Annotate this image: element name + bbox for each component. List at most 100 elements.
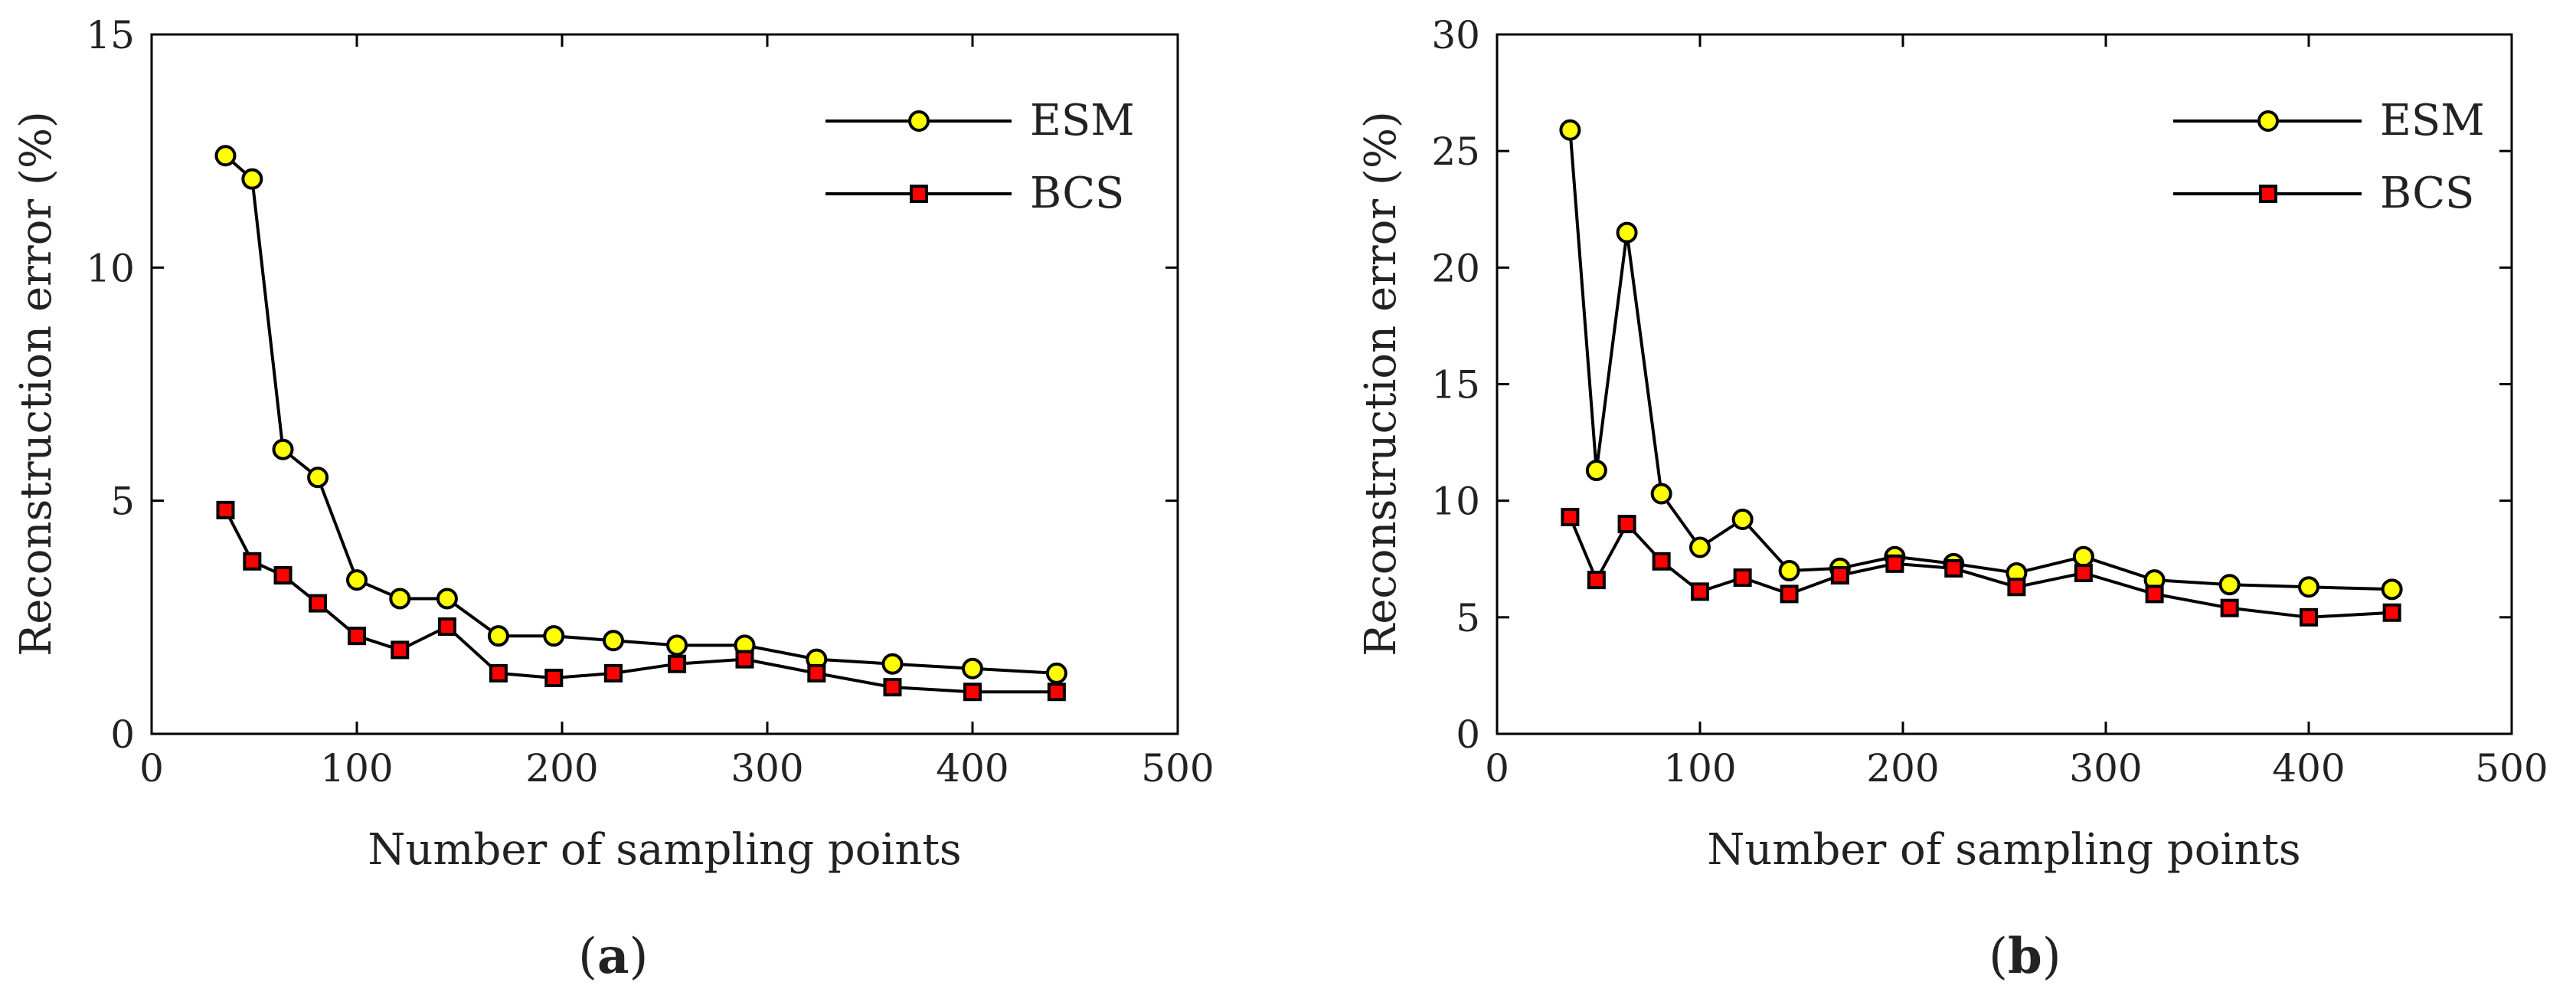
panel-caption-b: (b): [1989, 928, 2061, 985]
chart-panel-a: Number of sampling points Reconstruction…: [11, 13, 1214, 985]
data-point-bcs: [273, 566, 293, 585]
data-point-esm: [1045, 662, 1067, 684]
y-tick-label: 15: [86, 13, 135, 57]
data-point-bcs: [1780, 584, 1799, 604]
y-tick-label: 25: [1431, 129, 1480, 174]
data-point-esm: [436, 588, 458, 610]
legend: ESM BCS: [2173, 96, 2485, 218]
data-point-esm: [2298, 576, 2319, 598]
data-point-esm: [389, 588, 411, 610]
data-point-esm: [1585, 460, 1607, 482]
data-point-bcs: [348, 627, 366, 646]
series-layer: [214, 145, 1067, 702]
x-tick-label: 300: [2069, 746, 2142, 791]
data-point-bcs: [216, 500, 235, 519]
data-point-bcs: [604, 663, 623, 683]
legend-bcs-label: BCS: [2380, 169, 2474, 218]
x-tick-label: 100: [320, 746, 393, 791]
chart-panel-b: Number of sampling points Reconstruction…: [1356, 13, 2548, 985]
data-point-esm: [2218, 574, 2241, 596]
legend-esm-label: ESM: [2380, 96, 2485, 146]
data-point-esm: [1689, 536, 1711, 558]
y-tick-label: 10: [86, 246, 135, 290]
data-point-bcs: [1587, 571, 1606, 590]
data-point-esm: [881, 653, 904, 675]
y-tick-label: 0: [110, 712, 135, 757]
y-axis-label: Reconstruction error (%): [11, 111, 61, 656]
axis-ticks: 0 100 200 300 400 500 0 5 10 15: [86, 13, 1214, 791]
legend-esm-marker: [908, 110, 930, 132]
data-point-esm: [603, 630, 624, 652]
x-tick-label: 100: [1663, 746, 1736, 791]
series-line-esm: [1568, 129, 2392, 591]
data-point-bcs: [807, 663, 826, 683]
legend-esm-label: ESM: [1030, 96, 1135, 146]
data-point-bcs: [437, 617, 456, 637]
data-point-esm: [272, 438, 294, 460]
data-point-bcs: [1944, 558, 1963, 578]
legend-bcs-marker: [2259, 185, 2277, 203]
x-tick-label: 0: [1485, 746, 1509, 791]
data-point-bcs: [391, 640, 410, 660]
data-point-bcs: [309, 594, 328, 613]
series-line-esm: [224, 154, 1058, 675]
data-point-bcs: [1617, 515, 1636, 534]
legend-esm-marker: [2257, 110, 2279, 132]
y-tick-label: 30: [1431, 13, 1480, 57]
data-point-bcs: [735, 650, 754, 669]
plot-frame: [150, 33, 1179, 735]
data-point-esm: [487, 625, 509, 647]
data-point-bcs: [2074, 564, 2093, 583]
data-point-esm: [2381, 578, 2403, 601]
data-point-esm: [1778, 559, 1800, 581]
x-tick-label: 200: [1866, 746, 1939, 791]
data-point-bcs: [544, 668, 564, 687]
data-point-esm: [962, 657, 983, 679]
data-point-bcs: [2007, 578, 2026, 597]
data-point-bcs: [883, 678, 902, 697]
x-tick-label: 500: [2475, 746, 2548, 791]
data-point-bcs: [963, 683, 982, 702]
x-tick-label: 500: [1141, 746, 1214, 791]
data-point-esm: [346, 569, 368, 591]
data-point-esm: [543, 625, 565, 647]
data-point-bcs: [2220, 598, 2239, 617]
data-point-esm: [1650, 483, 1672, 505]
series-line-bcs: [1568, 516, 2392, 619]
data-point-bcs: [1691, 582, 1709, 601]
data-point-bcs: [1733, 568, 1752, 588]
y-tick-label: 5: [110, 480, 135, 524]
data-point-bcs: [668, 654, 687, 673]
data-point-bcs: [489, 663, 508, 683]
data-point-bcs: [1561, 507, 1580, 526]
data-point-esm: [214, 145, 237, 167]
data-point-bcs: [2382, 603, 2401, 622]
data-point-esm: [1559, 119, 1581, 141]
data-point-bcs: [1047, 683, 1066, 702]
data-point-bcs: [1830, 566, 1849, 585]
panel-caption-a-letter: a: [597, 928, 629, 985]
panel-caption-a: (a): [578, 928, 648, 985]
x-tick-label: 200: [525, 746, 598, 791]
data-point-esm: [241, 168, 263, 190]
axis-ticks: 0 100 200 300 400 500 0 5 10 15 20 25 30: [1431, 13, 2548, 791]
legend-bcs-label: BCS: [1030, 169, 1124, 218]
x-tick-label: 400: [936, 746, 1008, 791]
data-point-bcs: [1885, 554, 1904, 573]
data-point-bcs: [2300, 607, 2318, 627]
data-point-esm: [2072, 545, 2094, 568]
y-tick-label: 10: [1431, 480, 1480, 524]
data-point-bcs: [2145, 584, 2164, 604]
x-tick-label: 400: [2272, 746, 2345, 791]
data-point-esm: [1731, 509, 1754, 531]
y-tick-label: 5: [1456, 596, 1480, 640]
x-tick-label: 0: [139, 746, 164, 791]
x-tick-label: 300: [731, 746, 803, 791]
y-tick-label: 20: [1431, 246, 1480, 290]
x-axis-label: Number of sampling points: [1707, 825, 2300, 875]
data-point-bcs: [1652, 552, 1671, 571]
y-tick-label: 15: [1431, 363, 1480, 408]
legend: ESM BCS: [825, 96, 1135, 218]
